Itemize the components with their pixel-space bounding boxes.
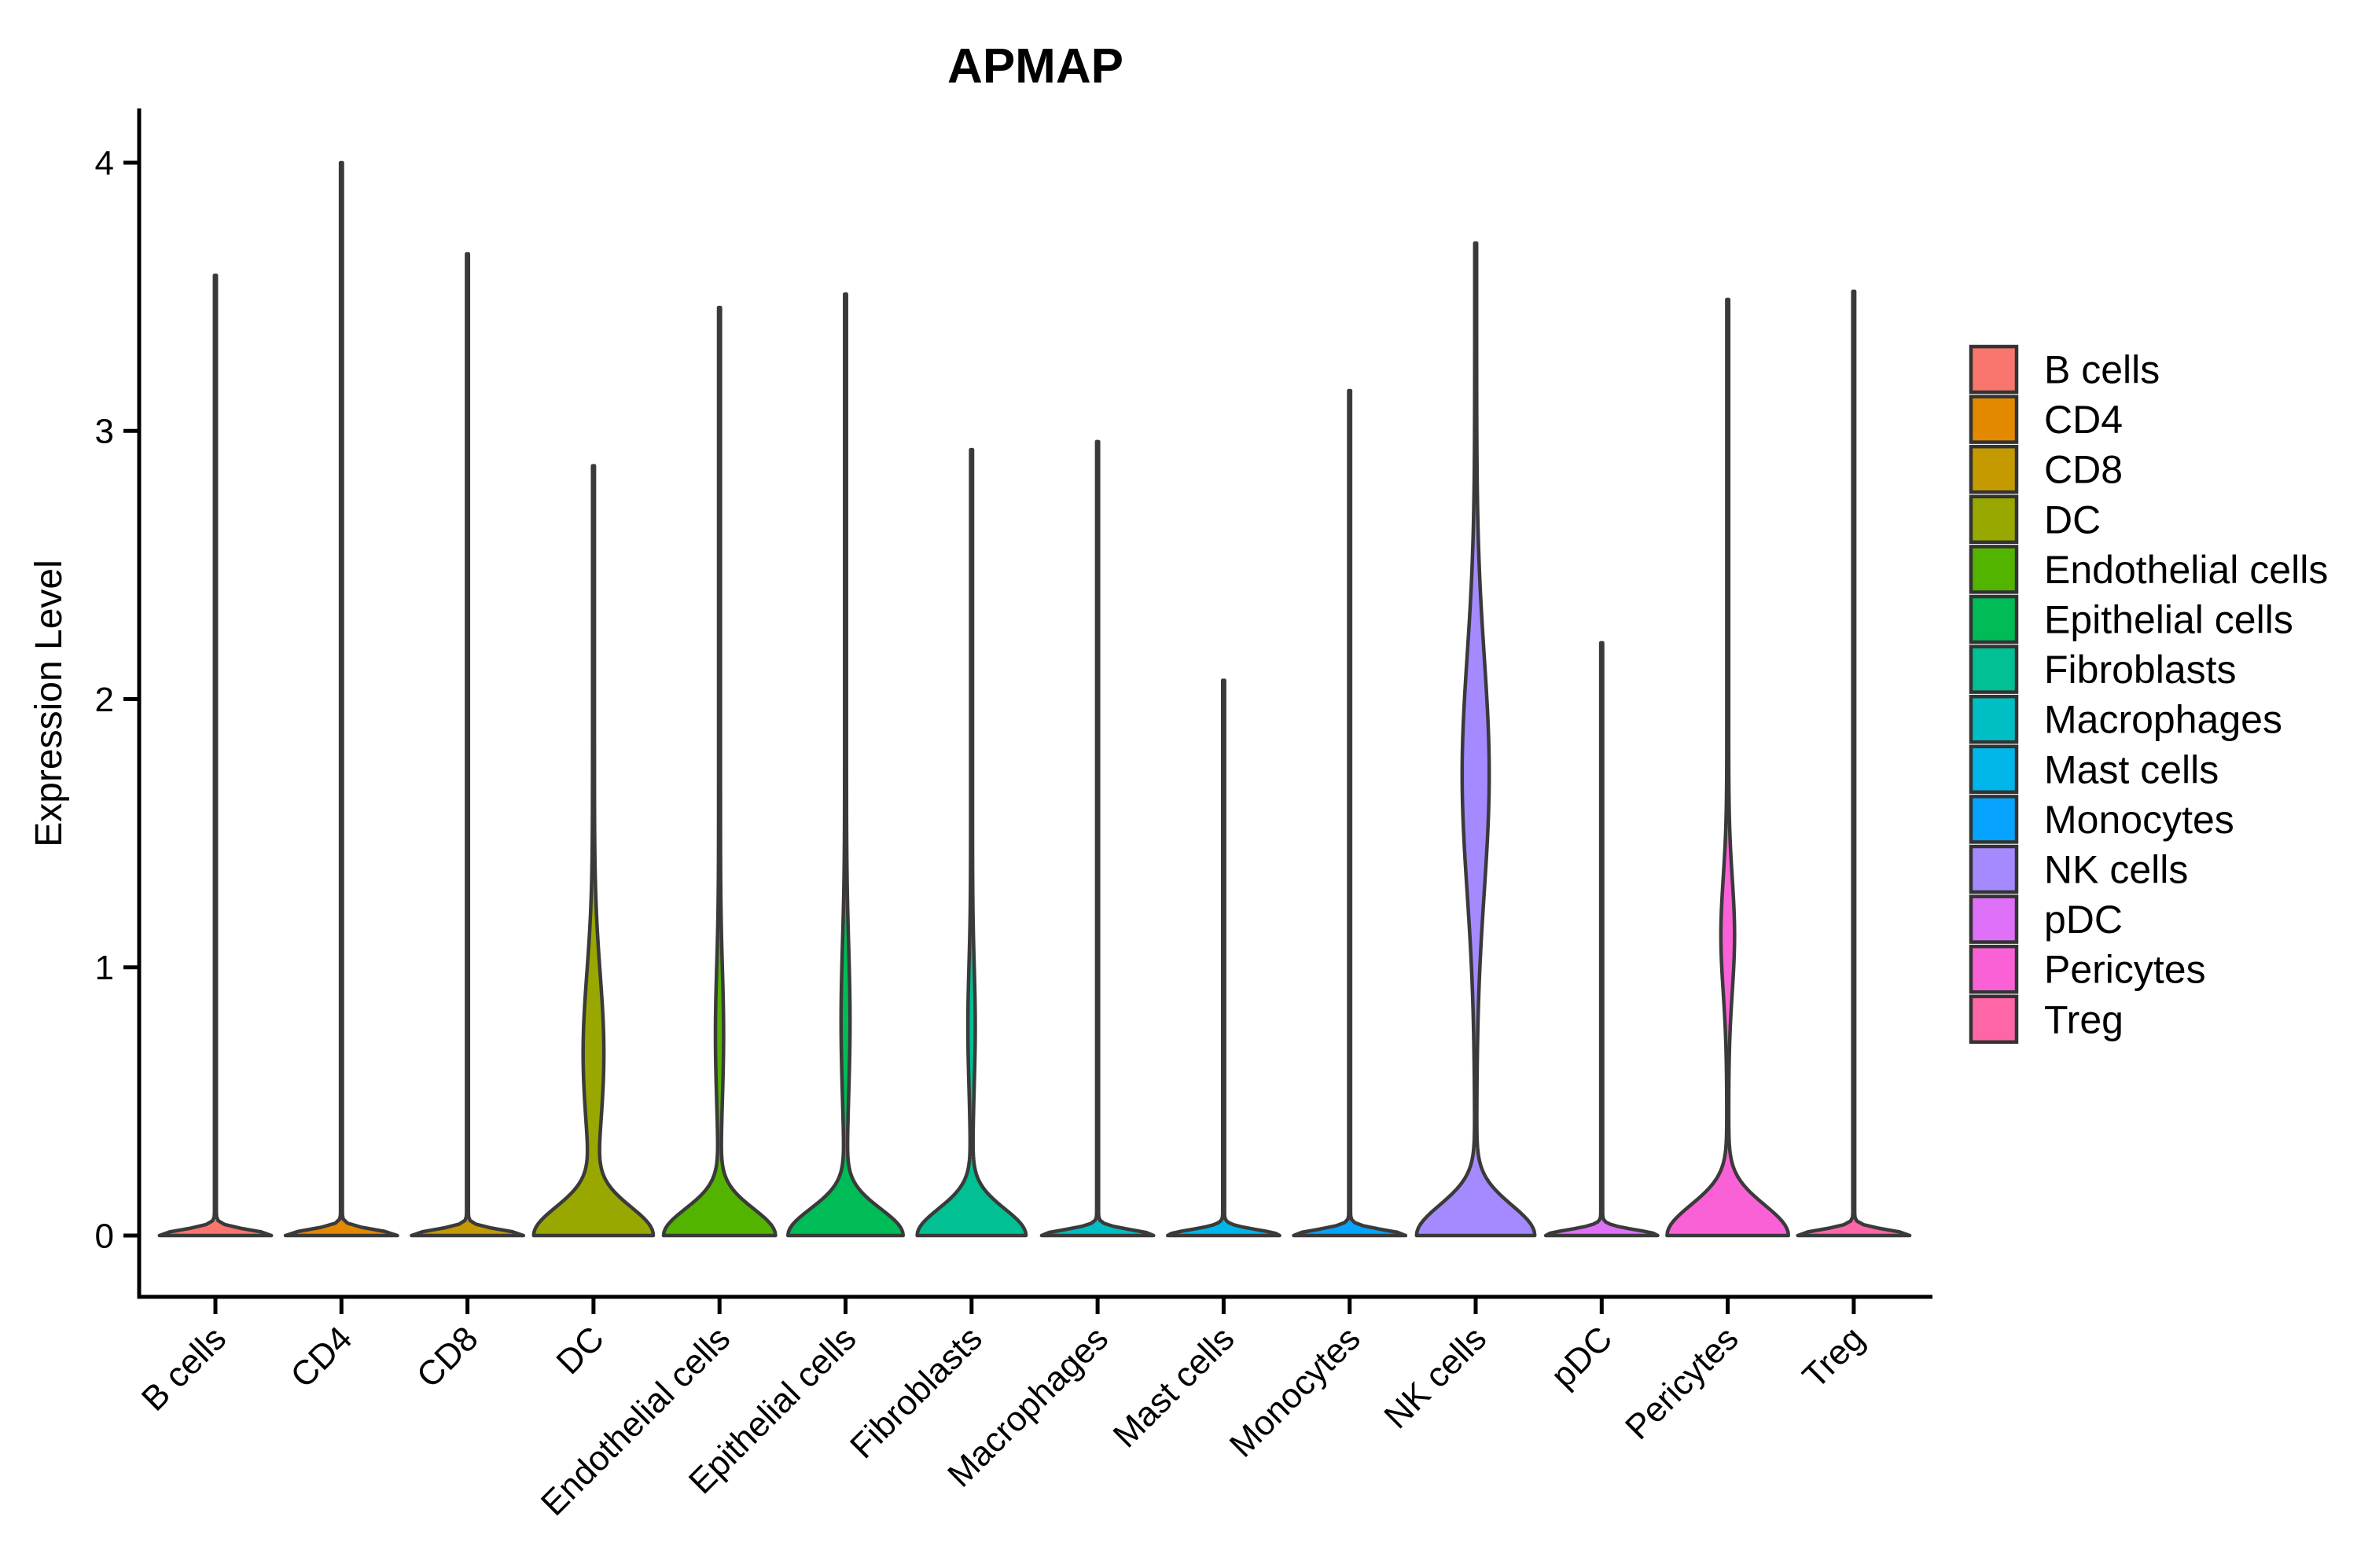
legend-swatch-fibroblasts xyxy=(1969,644,2019,694)
legend-label-b-cells: B cells xyxy=(2044,348,2160,392)
x-tick-label-pericytes: Pericytes xyxy=(1618,1319,1746,1447)
legend-label-mast-cells: Mast cells xyxy=(2044,747,2219,791)
violin-dc xyxy=(531,464,656,1238)
legend-label-dc: DC xyxy=(2044,498,2101,542)
violin-macrophages xyxy=(1039,439,1156,1238)
legend-label-monocytes: Monocytes xyxy=(2044,798,2234,842)
x-tick-label-cd4: CD4 xyxy=(283,1319,359,1395)
legend-label-macrophages: Macrophages xyxy=(2044,698,2282,742)
y-tick-label: 2 xyxy=(95,681,114,719)
x-tick-label-mast-cells: Mast cells xyxy=(1106,1319,1242,1455)
x-tick-label-monocytes: Monocytes xyxy=(1223,1319,1368,1464)
y-axis-label: Expression Level xyxy=(28,560,70,847)
legend-swatch-monocytes xyxy=(1969,795,2019,844)
violin-treg xyxy=(1796,289,1912,1238)
legend-label-pericytes: Pericytes xyxy=(2044,948,2206,992)
legend-swatch-pdc xyxy=(1969,894,2019,944)
legend-swatch-macrophages xyxy=(1969,694,2019,744)
violin-monocytes xyxy=(1292,388,1408,1238)
legend-swatch-epithelial-cells xyxy=(1969,594,2019,644)
x-tick-label-b-cells: B cells xyxy=(134,1319,233,1418)
violin-pericytes xyxy=(1665,297,1791,1238)
legend-swatch-cd8 xyxy=(1969,444,2019,494)
legend-label-cd8: CD8 xyxy=(2044,448,2123,492)
legend-label-nk-cells: NK cells xyxy=(2044,848,2188,892)
x-tick-label-nk-cells: NK cells xyxy=(1377,1319,1494,1436)
legend-label-pdc: pDC xyxy=(2044,898,2123,942)
legend-label-endothelial-cells: Endothelial cells xyxy=(2044,548,2328,592)
legend-swatch-treg xyxy=(1969,994,2019,1045)
x-tick-label-treg: Treg xyxy=(1796,1319,1872,1395)
violin-fibroblasts xyxy=(915,447,1028,1238)
legend-swatch-cd4 xyxy=(1969,395,2019,444)
violin-cd8 xyxy=(410,252,526,1238)
y-tick-label: 4 xyxy=(95,144,114,182)
legend-swatch-nk-cells xyxy=(1969,844,2019,894)
legend-swatch-mast-cells xyxy=(1969,744,2019,795)
y-tick-label: 1 xyxy=(95,949,114,987)
violin-b-cells xyxy=(157,274,274,1238)
legend-swatch-endothelial-cells xyxy=(1969,545,2019,594)
legend-swatch-dc xyxy=(1969,494,2019,545)
violin-pdc xyxy=(1543,641,1660,1238)
legend-label-fibroblasts: Fibroblasts xyxy=(2044,648,2237,692)
legend: B cells CD4 CD8 DC Endothelial cells Epitheli… xyxy=(1969,344,2328,1045)
legend-label-treg: Treg xyxy=(2044,997,2123,1041)
x-tick-label-dc: DC xyxy=(549,1319,612,1382)
legend-label-epithelial-cells: Epithelial cells xyxy=(2044,598,2293,642)
violin-endothelial-cells xyxy=(661,306,778,1238)
violin-epithelial-cells xyxy=(785,292,906,1238)
chart-title: APMAP xyxy=(947,39,1123,94)
x-tick-label-cd8: CD8 xyxy=(410,1319,486,1395)
legend-swatch-b-cells xyxy=(1969,344,2019,395)
violin-mast-cells xyxy=(1165,678,1281,1238)
x-tick-label-pdc: pDC xyxy=(1543,1319,1620,1395)
legend-swatch-pericytes xyxy=(1969,944,2019,994)
legend-label-cd4: CD4 xyxy=(2044,398,2123,442)
y-tick-label: 3 xyxy=(95,413,114,451)
violin-cd4 xyxy=(283,160,399,1238)
y-tick-label: 0 xyxy=(95,1217,114,1255)
violin-nk-cells xyxy=(1414,241,1537,1238)
